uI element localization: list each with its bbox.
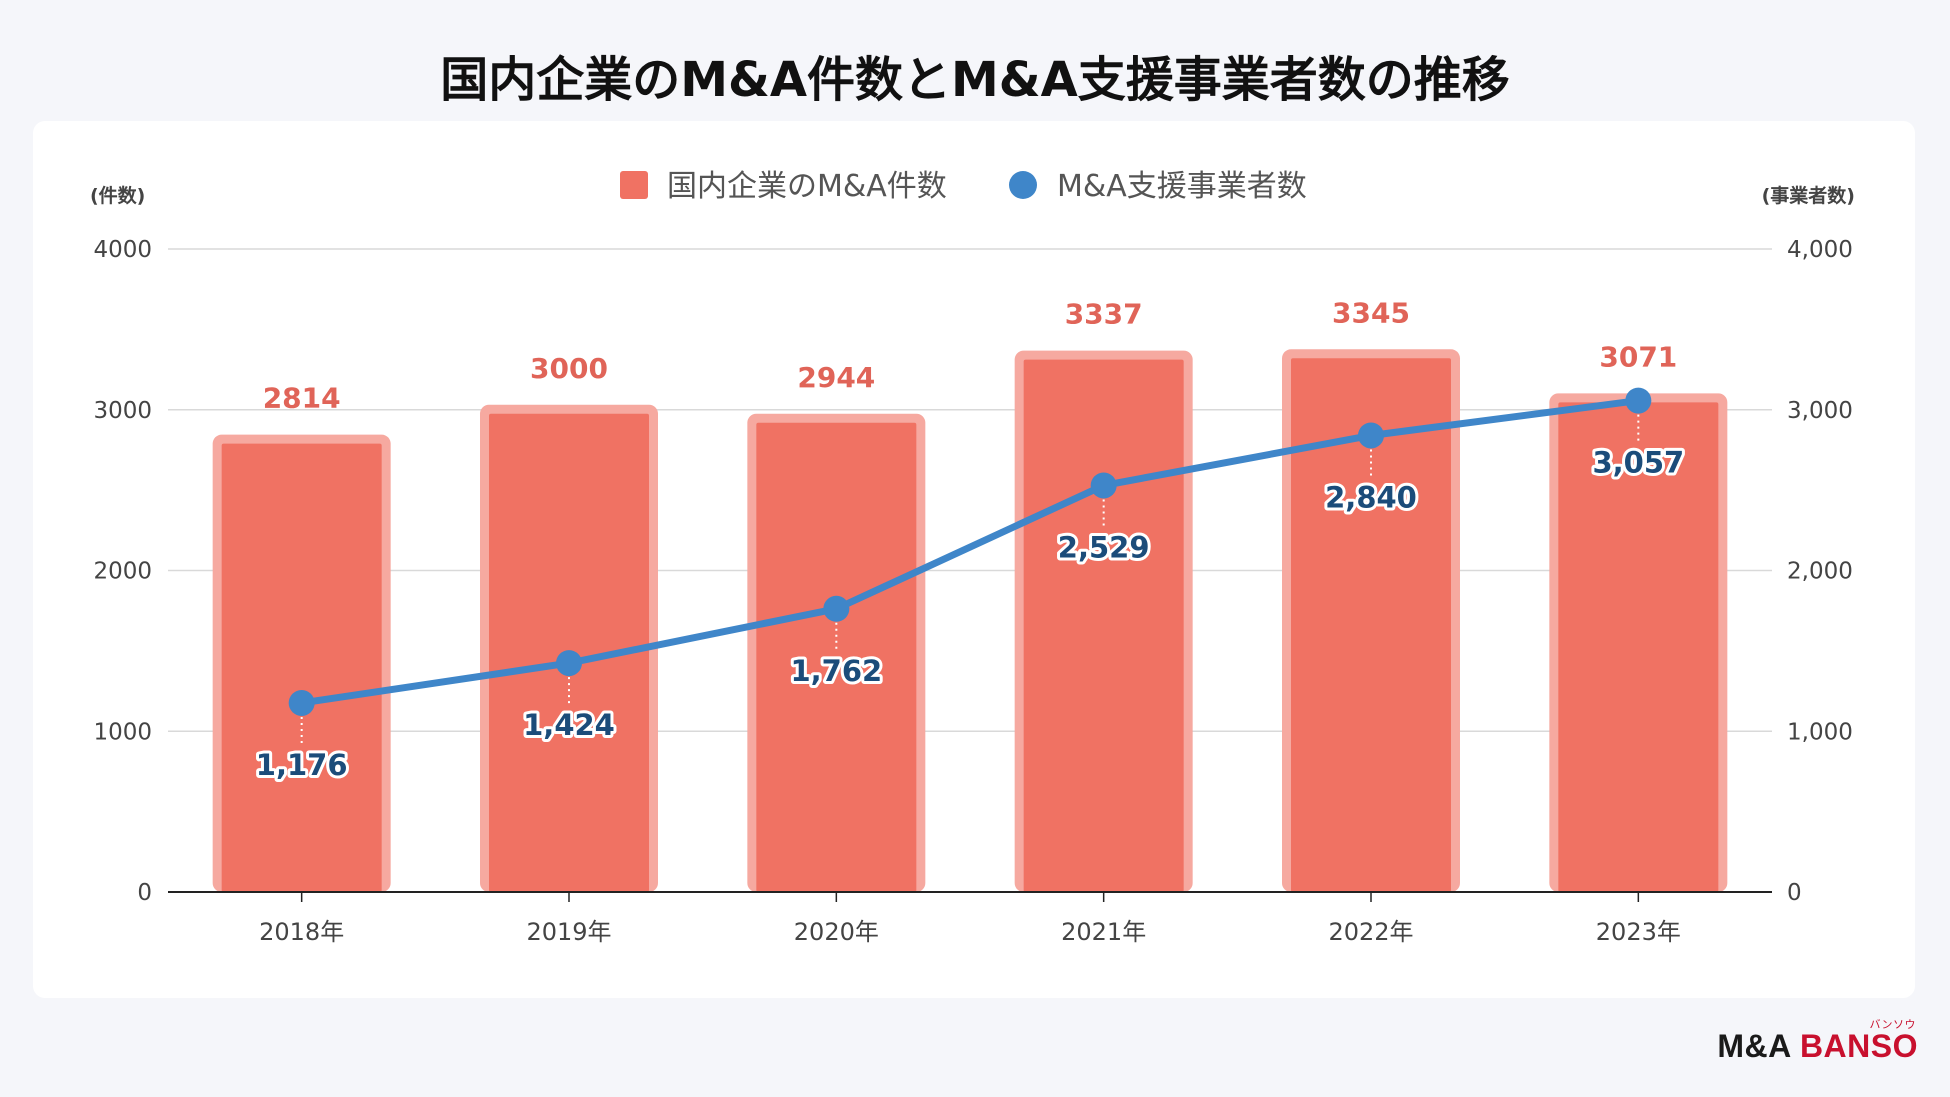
x-tick-label: 2022年 [1328, 918, 1413, 946]
line-point [1625, 387, 1652, 414]
bar-value-label: 2814 [263, 382, 341, 415]
line-value-label: 1,762 [790, 654, 882, 688]
y-left-tick-label: 0 [137, 880, 152, 906]
y-right-tick-label: 4,000 [1787, 237, 1853, 263]
bar [1023, 359, 1184, 892]
y-left-tick-label: 3000 [93, 398, 152, 424]
line-point [1358, 422, 1384, 449]
bar [756, 422, 917, 892]
y-left-axis-title: (件数) [90, 184, 145, 207]
brand-logo: バンソウ M&A BANSO [1717, 1019, 1918, 1065]
line-value-label: 1,176 [256, 748, 348, 782]
x-tick-label: 2019年 [526, 918, 611, 946]
y-right-tick-label: 0 [1787, 880, 1802, 906]
brand-ruby: バンソウ [1869, 1019, 1916, 1031]
line-series [298, 397, 1642, 707]
line-point [1090, 472, 1117, 499]
x-tick-label: 2018年 [259, 918, 344, 946]
bar [1291, 358, 1451, 892]
line-point [556, 650, 582, 677]
bar-value-label: 3000 [530, 352, 608, 385]
x-tick-label: 2023年 [1596, 918, 1681, 946]
line-point [823, 595, 850, 622]
line-value-label: 3,057 [1592, 446, 1684, 480]
bar-value-label: 3071 [1599, 340, 1677, 373]
y-left-tick-label: 1000 [93, 719, 152, 745]
bar [221, 443, 382, 892]
bar-value-label: 3345 [1332, 296, 1410, 329]
line-value-label: 2,529 [1058, 530, 1150, 564]
y-right-axis-title: (事業者数) [1762, 184, 1855, 207]
page-title: 国内企業のM&A件数とM&A支援事業者数の推移 [440, 52, 1510, 108]
line-value-label: 1,424 [523, 708, 615, 742]
bar-value-label: 2944 [797, 361, 875, 394]
x-tick-label: 2021年 [1061, 918, 1146, 946]
x-tick-label: 2020年 [794, 918, 879, 946]
y-right-tick-label: 2,000 [1787, 559, 1853, 585]
line-value-label: 2,840 [1325, 480, 1417, 514]
bar-value-label: 3337 [1065, 298, 1143, 331]
line-point [288, 689, 315, 716]
brand-banso: BANSO [1799, 1028, 1918, 1064]
legend-swatch-line [1009, 171, 1037, 199]
y-left-tick-label: 2000 [93, 559, 152, 585]
y-right-tick-label: 3,000 [1787, 398, 1853, 424]
y-right-tick-label: 1,000 [1787, 719, 1853, 745]
legend-label-bars: 国内企業のM&A件数 [667, 169, 947, 204]
y-left-tick-label: 4000 [93, 237, 152, 263]
brand-ma: M&A [1717, 1028, 1791, 1064]
legend-label-line: M&A支援事業者数 [1057, 169, 1307, 204]
legend-swatch-bars [620, 171, 648, 199]
bar [1558, 402, 1719, 892]
